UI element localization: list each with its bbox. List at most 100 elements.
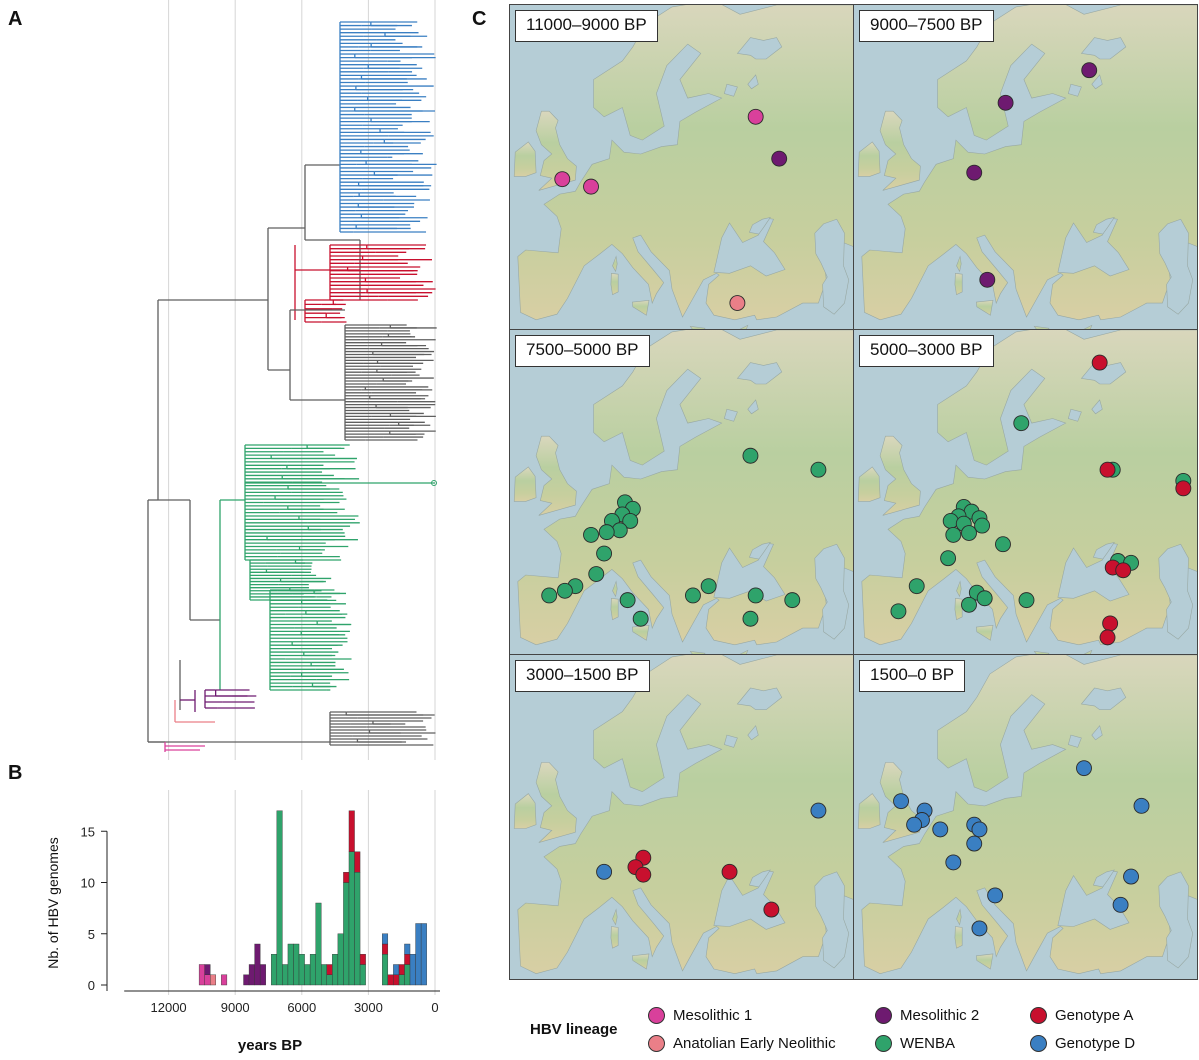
tree-tip-marker [431,480,437,486]
land [879,435,921,516]
sample-point-wenba [974,517,991,534]
sample-point-wenba [583,526,599,543]
bar-mesolithic1 [198,964,205,986]
inland-water [1092,541,1115,560]
europe-map [854,655,1197,979]
bar-genotypeD [393,964,400,975]
land [612,255,618,273]
land [975,624,994,641]
inland-water [814,871,850,969]
period-label: 7500–5000 BP [515,335,650,367]
legend-swatch [648,1007,665,1024]
x-tick-label: 6000 [287,1000,316,1015]
inland-water [814,543,850,640]
bar-wenba [337,933,344,986]
bar-wenba [293,943,300,986]
sample-point-wenba [961,525,977,542]
legend-label: Mesolithic 2 [900,1007,980,1024]
inland-water [713,217,786,277]
bar-wenba [309,954,316,986]
legend: HBV lineage Mesolithic 1 Mesolithic 2 Ge… [530,1003,1195,1059]
bar-wenba [321,964,327,986]
bar-mesolithic2 [204,964,211,975]
sample-point-mesolithic1 [747,108,764,125]
bar-genotypeA [348,810,355,852]
map-panel-4: 5000–3000 BP [853,329,1198,655]
land [610,926,619,949]
land [857,141,881,177]
bar-mesolithic1 [204,974,211,986]
inland-water [1067,83,1082,97]
sample-point-wenba [700,578,717,595]
sample-point-genotypeD [966,835,983,852]
bar-wenba [287,943,294,986]
sample-point-wenba [742,447,759,464]
inland-water [736,687,783,711]
legend-item: Genotype D [1030,1035,1135,1052]
sample-point-genotypeD [596,863,613,880]
sample-point-genotypeA [1175,480,1192,497]
bar-genotypeA [354,851,361,873]
bar-wenba [343,882,350,986]
sample-point-wenba [622,512,639,529]
legend-label: Mesolithic 1 [673,1007,753,1024]
sample-point-genotypeA [1115,562,1132,579]
land [861,5,1197,321]
inland-water [1091,74,1103,90]
land [857,466,881,502]
bar-wenba [304,964,311,986]
land [879,110,921,191]
land [739,324,749,329]
y-tick-label: 0 [88,978,95,993]
bar-mesolithic1 [221,974,228,986]
legend-swatch [1030,1035,1047,1052]
land [535,435,577,516]
inland-water [1092,869,1115,888]
bar-wenba [276,810,283,986]
period-label: 5000–3000 BP [859,335,994,367]
legend-item: Genotype A [1030,1007,1133,1024]
sample-point-mesolithic1 [554,171,571,188]
inland-water [736,37,783,60]
inland-water [748,216,771,235]
genome-histogram: 12000 9000 6000 3000 0 0 5 10 15 years BP Nb. of H… [45,790,440,1054]
legend-item: Mesolithic 1 [648,1007,752,1024]
inland-water [1092,216,1115,235]
bar-wenba [382,954,389,986]
land [612,580,618,598]
sample-point-wenba [611,522,628,539]
bar-wenba [398,974,405,986]
map-panel-3: 7500–5000 BP [509,329,854,655]
land [513,141,537,177]
panel-letter-a: A [8,8,23,30]
bar-anatolian [210,974,216,986]
sample-point-wenba [945,526,962,543]
land [1083,324,1093,329]
bar-genotypeA [359,954,366,965]
bar-genotypeD [409,954,416,986]
sample-point-wenba [556,582,573,599]
bar-wenba [298,954,305,986]
land [631,299,650,316]
sample-point-wenba [976,590,993,607]
x-tick-label: 3000 [354,1000,383,1015]
europe-map [510,5,853,329]
land [689,325,706,329]
land [956,255,962,273]
period-label: 9000–7500 BP [859,10,994,42]
inland-water [1158,218,1194,315]
sample-point-mesolithic2 [966,164,983,181]
legend-item: Mesolithic 2 [875,1007,979,1024]
sample-point-wenba [632,610,649,627]
sample-point-wenba [747,587,764,604]
land [861,655,1197,975]
land [857,793,881,829]
land [535,762,577,843]
legend-swatch [875,1035,892,1052]
sample-point-genotypeA [1099,461,1116,478]
bar-mesolithic2 [254,943,261,986]
period-label: 1500–0 BP [859,660,966,692]
europe-map [510,655,853,979]
inland-water [1080,687,1127,711]
legend-label: WENBA [900,1035,956,1052]
